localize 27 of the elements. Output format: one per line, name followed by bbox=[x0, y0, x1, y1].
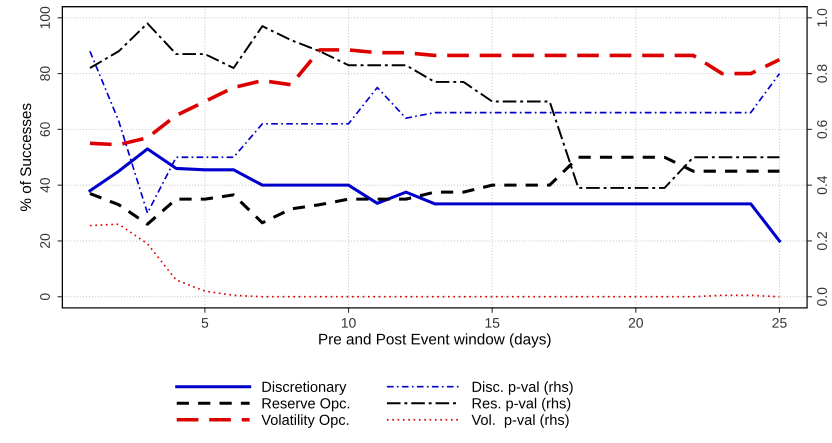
legend-label: Vol. p-val (rhs) bbox=[472, 414, 569, 428]
y-tick-label: 60 bbox=[40, 122, 50, 136]
line-series bbox=[88, 48, 782, 147]
x-tick-label: 15 bbox=[486, 318, 500, 328]
y2-tick-label: 0.8 bbox=[817, 64, 827, 83]
legend-label: Res. p-val (rhs) bbox=[472, 398, 570, 412]
y-tick-label: 0 bbox=[40, 293, 50, 300]
legend-label: Disc. p-val (rhs) bbox=[472, 381, 573, 395]
y-tick-label: 80 bbox=[40, 66, 50, 81]
y2-tick-label: 0.0 bbox=[817, 288, 827, 306]
x-tick-label: 20 bbox=[628, 318, 643, 328]
y-axis-title: % of Successes bbox=[20, 103, 32, 212]
x-tick-label: 5 bbox=[202, 318, 208, 328]
y2-tick-label: 0.2 bbox=[817, 232, 827, 250]
x-tick-label: 25 bbox=[772, 318, 787, 328]
y2-tick-label: 0.6 bbox=[817, 120, 827, 138]
y2-tick-label: 1.0 bbox=[817, 8, 827, 26]
legend-label: Discretionary bbox=[262, 381, 346, 395]
legend-label: Volatility Opc. bbox=[261, 414, 348, 428]
x-axis-title: Pre and Post Event window (days) bbox=[319, 333, 551, 348]
y-tick-label: 100 bbox=[40, 6, 50, 28]
y-tick-label: 40 bbox=[40, 178, 50, 193]
y2-tick-label: 0.4 bbox=[817, 176, 827, 194]
x-tick-label: 10 bbox=[342, 318, 356, 328]
y-tick-label: 20 bbox=[40, 234, 50, 248]
line-series bbox=[89, 223, 780, 298]
legend-label: Reserve Opc. bbox=[262, 398, 350, 412]
